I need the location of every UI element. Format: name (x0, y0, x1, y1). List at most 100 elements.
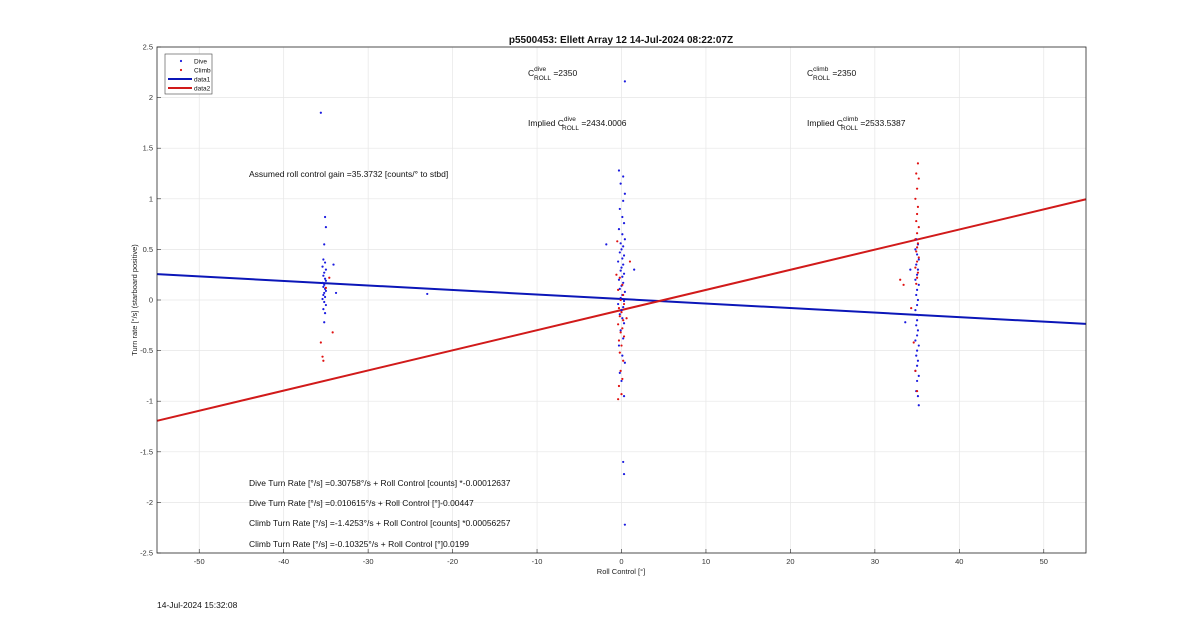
dive-point (323, 261, 327, 264)
climb-point (621, 283, 624, 286)
dive-point (323, 291, 326, 295)
dive-point (619, 329, 622, 332)
implied-c-roll-dive-annotation: Implied Cdive ROLL =2434.0006 (528, 116, 627, 132)
legend: Dive Climb data1 data2 (164, 53, 213, 95)
climb-point (915, 260, 919, 263)
climb-point (622, 335, 626, 338)
dive-point (324, 279, 328, 282)
climb-point (915, 219, 918, 223)
dive-point (623, 523, 626, 526)
climb-point (620, 393, 623, 396)
dive-point (619, 242, 622, 245)
dive-point (323, 295, 327, 299)
dive-point (322, 293, 325, 297)
footer-timestamp: 14-Jul-2024 15:32:08 (157, 600, 238, 610)
dive-point (915, 324, 918, 327)
climb-point (917, 226, 920, 229)
dive-point (323, 271, 326, 274)
y-tick-label: -2.5 (140, 549, 153, 558)
dive-point (623, 361, 626, 364)
y-tick-label: 2 (149, 93, 153, 102)
dive-point (323, 321, 326, 324)
dive-point (324, 289, 328, 292)
climb-point (625, 317, 628, 320)
x-tick-label: 40 (955, 557, 963, 566)
dive-point (622, 199, 625, 202)
climb-point (617, 339, 621, 342)
dive-point (916, 268, 920, 271)
climb-point (618, 276, 621, 279)
climb-point (616, 240, 619, 243)
climb-equation-counts: Climb Turn Rate [°/s] =-1.4253°/s + Roll… (249, 518, 511, 528)
climb-point (902, 283, 905, 286)
dive-point (618, 371, 621, 374)
dive-equation-counts: Dive Turn Rate [°/s] =0.30758°/s + Roll … (249, 478, 511, 488)
x-tick-label: 50 (1040, 557, 1048, 566)
climb-point (619, 331, 622, 334)
climb-point (321, 355, 324, 358)
dive-point (633, 268, 636, 271)
dive-point (622, 299, 626, 303)
dive-point (916, 359, 920, 362)
dive-point (621, 215, 624, 219)
dive-point (916, 395, 920, 398)
dive-point (622, 221, 626, 225)
x-tick-label: -50 (194, 557, 205, 566)
dive-point (323, 215, 327, 219)
dive-point (321, 297, 324, 301)
dive-point (617, 344, 621, 347)
y-tick-label: -1.5 (140, 447, 153, 456)
dive-point (622, 272, 626, 275)
dive-point (617, 228, 621, 231)
climb-point (620, 344, 623, 347)
dive-point (622, 175, 625, 178)
climb-point (628, 260, 632, 263)
dive-point (324, 226, 328, 229)
x-tick-label: -10 (532, 557, 543, 566)
dive-point (323, 283, 326, 286)
dive-point (914, 248, 917, 251)
climb-point (617, 306, 621, 310)
climb-point (619, 298, 622, 302)
dive-point (321, 281, 324, 284)
dive-point (915, 303, 919, 307)
dive-point (622, 472, 626, 476)
dive-point (622, 337, 625, 340)
climb-point (912, 341, 915, 344)
climb-point (328, 276, 331, 279)
climb-point (910, 306, 913, 310)
climb-point (617, 288, 620, 291)
y-tick-label: 1 (149, 194, 153, 203)
x-axis-label: Roll Control [°] (597, 567, 645, 576)
dive-point (917, 258, 920, 261)
dive-point (623, 290, 626, 294)
climb-point (622, 319, 625, 322)
dive-point (321, 265, 324, 268)
dive-point (619, 296, 622, 300)
climb-point (622, 302, 626, 306)
dive-point (621, 354, 624, 357)
dive-point (915, 379, 919, 383)
dive-point (324, 303, 328, 307)
climb-point (915, 389, 919, 393)
dive-point (617, 278, 621, 281)
data-marks (156, 80, 1087, 526)
dive-point (322, 258, 325, 261)
dive-point (334, 291, 338, 295)
dive-point (323, 300, 326, 304)
dive-point (915, 263, 918, 266)
dive-point (915, 364, 919, 367)
x-tick-label: 10 (702, 557, 710, 566)
legend-climb-marker (179, 68, 183, 72)
legend-data2-label: data2 (194, 86, 211, 93)
dive-point (915, 293, 918, 297)
dive-point (620, 266, 623, 269)
dive-point (322, 308, 325, 311)
climb-point (322, 359, 325, 362)
dive-point (917, 314, 920, 317)
dive-point (618, 207, 621, 211)
x-tick-label: 0 (619, 557, 623, 566)
climb-point (914, 197, 917, 200)
dive-point (619, 182, 622, 185)
